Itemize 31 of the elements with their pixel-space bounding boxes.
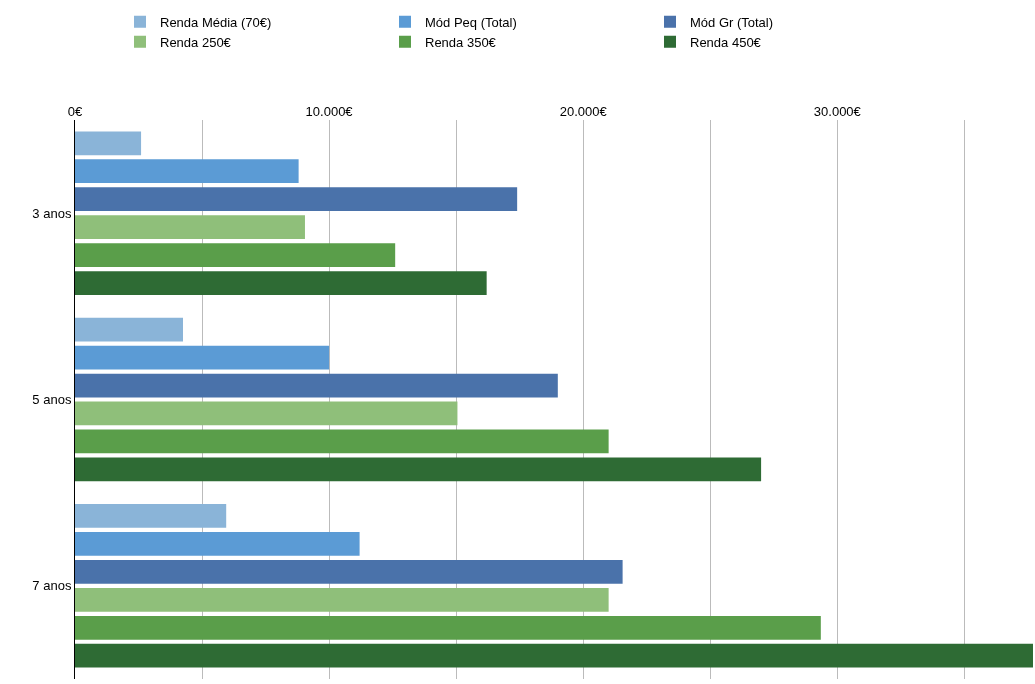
x-tick-label: 30.000€	[813, 104, 862, 120]
bar	[75, 615, 821, 640]
bar	[75, 271, 487, 295]
legend-label: Renda 450€	[690, 34, 762, 50]
bar	[75, 457, 762, 482]
bar	[75, 429, 609, 454]
bar	[75, 345, 330, 370]
x-tick-label: 10.000€	[305, 104, 354, 120]
bar	[75, 532, 360, 556]
legend-label: Renda 350€	[425, 34, 497, 50]
bar	[75, 187, 518, 212]
bar	[75, 243, 396, 267]
y-tick-label: 5 anos	[32, 392, 72, 408]
y-tick-label: 7 anos	[32, 578, 72, 594]
bar	[75, 159, 299, 184]
bar	[75, 587, 609, 612]
x-tick-label: 20.000€	[559, 104, 608, 120]
bar	[75, 504, 227, 528]
bar	[75, 401, 458, 426]
legend-label: Renda Média (70€)	[160, 14, 272, 30]
legend-label: Mód Peq (Total)	[425, 14, 517, 30]
legend-label: Renda 250€	[160, 34, 232, 50]
bar	[75, 373, 558, 398]
x-tick-label: 0€	[67, 104, 83, 120]
bar	[75, 131, 142, 156]
y-tick-label: 3 anos	[32, 205, 72, 221]
bar	[75, 643, 1033, 668]
bar	[75, 559, 623, 584]
bar	[75, 317, 183, 342]
legend-label: Mód Gr (Total)	[690, 14, 774, 30]
bar	[75, 215, 305, 240]
